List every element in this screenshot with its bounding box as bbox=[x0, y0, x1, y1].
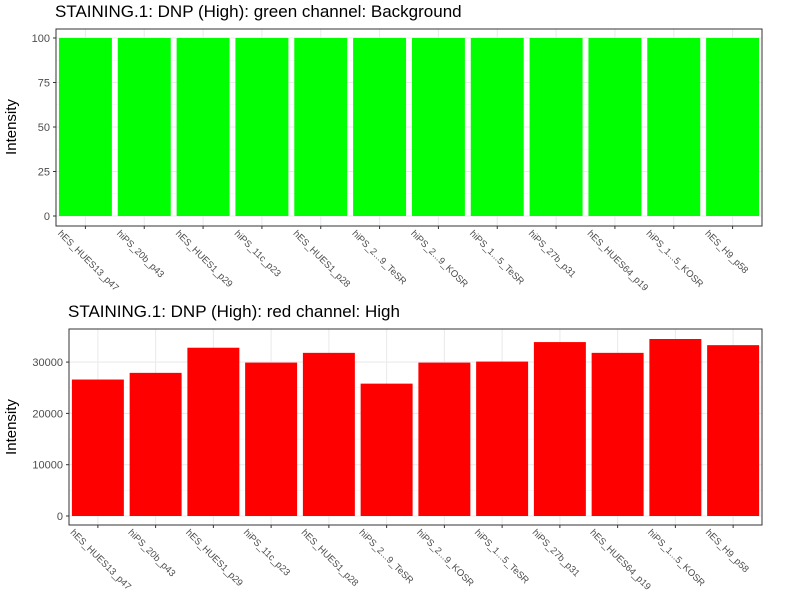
x-tick-label: hiPS_20b_p43 bbox=[114, 228, 166, 280]
bar bbox=[706, 38, 760, 216]
bar bbox=[588, 38, 642, 216]
bar bbox=[533, 342, 586, 516]
bar bbox=[58, 38, 112, 216]
x-tick-label: hiPS_2...9_TeSR bbox=[357, 527, 416, 586]
x-tick-label: hES_HUES1_p29 bbox=[173, 228, 235, 290]
x-tick-label: hiPS_1...5_KOSR bbox=[644, 228, 706, 290]
x-tick-label: hiPS_20b_p43 bbox=[126, 527, 178, 579]
x-tick-label: hiPS_2...9_KOSR bbox=[408, 228, 470, 290]
bar bbox=[71, 379, 124, 516]
x-tick-label: hiPS_11c_p23 bbox=[241, 527, 292, 578]
bar bbox=[294, 38, 348, 216]
bar bbox=[129, 372, 182, 516]
x-tick-label: hES_HUES1_p28 bbox=[291, 228, 353, 290]
bar bbox=[649, 339, 702, 516]
x-tick-label: hiPS_11c_p23 bbox=[232, 228, 283, 279]
x-tick-label: hES_HUES64_p19 bbox=[585, 228, 650, 293]
x-tick-label: hES_HUES1_p29 bbox=[183, 527, 245, 589]
x-tick-label: hiPS_1...5_KOSR bbox=[645, 527, 707, 589]
bar bbox=[117, 38, 171, 216]
bar bbox=[360, 383, 413, 516]
y-tick-label: 25 bbox=[38, 167, 50, 179]
y-ticks-red: 0 10000 20000 30000 bbox=[32, 357, 69, 523]
x-tick-label: hES_HUES13_p47 bbox=[55, 228, 120, 293]
chart-title-green: STAINING.1: DNP (High): green channel: B… bbox=[55, 2, 462, 21]
x-tick-label: hES_H9_p58 bbox=[703, 527, 751, 575]
bar bbox=[470, 38, 524, 216]
y-axis-label-green: Intensity bbox=[3, 99, 20, 155]
y-tick-label: 0 bbox=[44, 211, 50, 223]
x-tick-label: hiPS_2...9_TeSR bbox=[349, 228, 408, 287]
bar bbox=[245, 362, 298, 516]
y-tick-label: 20000 bbox=[32, 408, 63, 420]
bars-green bbox=[58, 38, 760, 216]
bar bbox=[302, 352, 355, 516]
panel-border-red bbox=[68, 328, 763, 526]
chart-panel-green: STAINING.1: DNP (High): green channel: B… bbox=[3, 2, 763, 294]
x-tick-label: hES_HUES64_p19 bbox=[588, 527, 653, 592]
y-tick-label: 75 bbox=[38, 78, 50, 90]
x-tick-label: hES_HUES13_p47 bbox=[68, 527, 133, 592]
y-tick-label: 50 bbox=[38, 122, 50, 134]
y-tick-label: 0 bbox=[57, 511, 63, 523]
y-ticks-green: 0 25 50 75 100 bbox=[32, 33, 56, 223]
x-tick-label: hiPS_27b_p31 bbox=[526, 228, 578, 280]
bar bbox=[591, 352, 644, 516]
bar bbox=[187, 347, 240, 516]
y-axis-label-red: Intensity bbox=[3, 399, 20, 455]
bar bbox=[411, 38, 465, 216]
x-tick-label: hiPS_27b_p31 bbox=[530, 527, 582, 579]
bar bbox=[707, 345, 760, 516]
bar bbox=[418, 362, 471, 516]
y-tick-label: 10000 bbox=[32, 460, 63, 472]
y-tick-label: 30000 bbox=[32, 357, 63, 369]
x-tick-label: hiPS_1...5_TeSR bbox=[472, 527, 531, 586]
bar bbox=[529, 38, 583, 216]
x-tick-label: hES_HUES1_p28 bbox=[299, 527, 361, 589]
chart-panel-red: STAINING.1: DNP (High): red channel: Hig… bbox=[3, 302, 763, 593]
x-tick-label: hiPS_1...5_TeSR bbox=[467, 228, 526, 287]
bar bbox=[476, 361, 529, 516]
x-tick-label: hiPS_2...9_KOSR bbox=[414, 527, 476, 589]
bars-red bbox=[71, 339, 760, 516]
bar bbox=[176, 38, 230, 216]
y-tick-label: 100 bbox=[32, 33, 50, 45]
bar bbox=[353, 38, 407, 216]
chart-title-red: STAINING.1: DNP (High): red channel: Hig… bbox=[68, 302, 400, 321]
x-tick-label: hES_H9_p58 bbox=[702, 228, 750, 276]
bar bbox=[235, 38, 289, 216]
bar bbox=[647, 38, 701, 216]
